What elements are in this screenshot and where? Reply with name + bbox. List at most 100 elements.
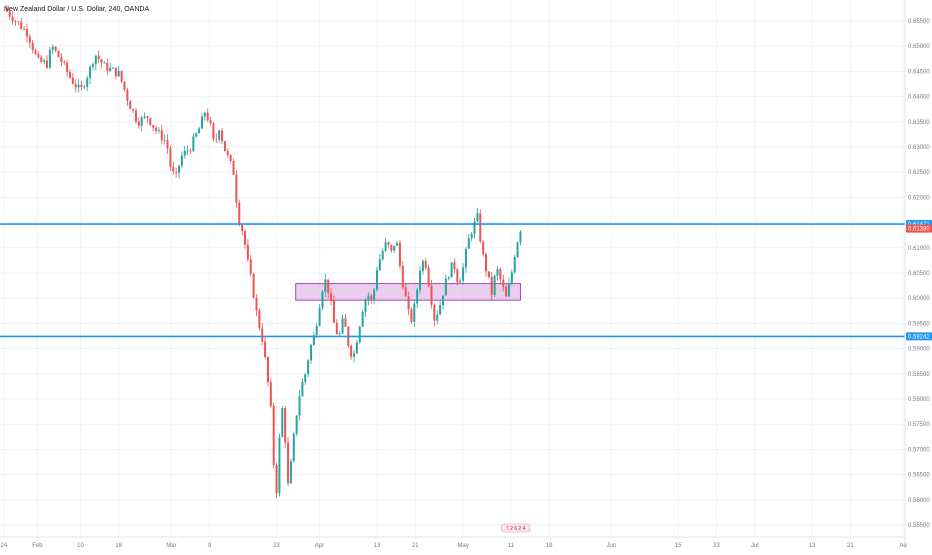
candle-body (335, 322, 338, 335)
x-tick-label: 21 (412, 543, 419, 549)
events-marker (501, 523, 530, 533)
x-tick-label: Jul (751, 543, 759, 549)
candle-body (516, 242, 519, 258)
candle-body (272, 405, 275, 466)
grid-layer (0, 0, 905, 537)
candle-body (287, 442, 290, 484)
candle-body (459, 280, 462, 283)
candle-body (206, 112, 209, 121)
candle-body (485, 254, 488, 272)
y-tick-label: 0.65500 (908, 19, 930, 25)
y-tick-label: 0.63000 (908, 145, 930, 151)
candle-body (298, 396, 301, 416)
candle-body (473, 221, 476, 235)
y-tick-label: 0.61000 (908, 246, 930, 252)
candle-body (180, 155, 183, 166)
candle-body (221, 130, 224, 142)
candle-body (112, 67, 115, 69)
candle-body (444, 278, 447, 296)
candle-body (46, 60, 49, 68)
y-tick-label: 0.56500 (908, 473, 930, 479)
candle-body (393, 245, 396, 251)
candle-body (8, 11, 11, 17)
x-tick-label: 13 (374, 543, 381, 549)
y-tick-label: 0.62500 (908, 170, 930, 176)
candle-body (450, 262, 453, 278)
candle-body (416, 289, 419, 304)
candle-body (68, 71, 71, 78)
candle-body (100, 59, 103, 63)
candle-body (487, 271, 490, 277)
candle-body (519, 231, 522, 243)
candle-body (513, 257, 516, 273)
x-tick-label: Au (899, 543, 906, 549)
candle-body (238, 202, 241, 225)
x-tick-label: 23 (713, 543, 720, 549)
x-tick-label: 10 (77, 543, 84, 549)
hline-layer (0, 223, 905, 338)
x-tick-label: Feb (32, 543, 43, 549)
candle-body (195, 133, 198, 137)
candle-body (338, 333, 341, 335)
candle-body (114, 67, 117, 77)
candle-body (186, 150, 189, 152)
candle-body (493, 275, 496, 295)
candle-body (25, 29, 28, 37)
candle-body (134, 110, 137, 122)
candle-body (264, 341, 267, 358)
candle-body (358, 326, 361, 343)
candle-body (439, 305, 442, 315)
candle-body (373, 289, 376, 300)
candle-body (441, 295, 444, 306)
candle-body (183, 150, 186, 156)
candle-body (327, 279, 330, 294)
candle-body (269, 382, 272, 406)
candle-body (421, 261, 424, 271)
candle-body (330, 293, 333, 301)
candle-body (479, 213, 482, 242)
candle-body (152, 125, 155, 128)
candle-body (235, 174, 238, 203)
candle-body (275, 465, 278, 494)
candle-body (241, 224, 244, 232)
candle-body (212, 123, 215, 139)
events-marker-label: 7 2 6 2 4 (506, 526, 526, 532)
candle-body (80, 84, 83, 88)
candle-body (318, 307, 321, 326)
y-tick-label: 0.58000 (908, 397, 930, 403)
candle-body (370, 295, 373, 300)
candle-body (178, 165, 181, 173)
candle-body (430, 285, 433, 305)
candle-body (109, 67, 112, 72)
candle-body (129, 101, 132, 109)
candle-body (137, 121, 140, 126)
candle-body (436, 314, 439, 321)
candle-body (341, 318, 344, 334)
candle-body (120, 70, 123, 82)
candle-body (166, 139, 169, 149)
candle-body (37, 54, 40, 58)
candle-body (20, 22, 23, 29)
candle-body (467, 238, 470, 249)
x-tick-label: 21 (847, 543, 854, 549)
candle-body (203, 112, 206, 117)
candle-body (258, 310, 261, 329)
candle-body (507, 283, 510, 297)
candle-body (252, 273, 255, 298)
candle-body (40, 57, 43, 62)
candle-body (126, 89, 129, 102)
y-tick-label: 0.62000 (908, 195, 930, 201)
y-tick-label: 0.63500 (908, 120, 930, 126)
x-tick-label: 18 (115, 543, 122, 549)
candle-body (398, 242, 401, 266)
candle-body (23, 28, 26, 30)
candle-body (160, 130, 163, 141)
candle-body (266, 357, 269, 383)
y-tick-label: 0.57500 (908, 422, 930, 428)
candle-body (367, 295, 370, 301)
candle-body (278, 437, 281, 494)
candle-body (94, 55, 97, 65)
candle-body (66, 62, 69, 72)
candle-body (355, 342, 358, 354)
y-tick-label: 0.56000 (908, 498, 930, 504)
